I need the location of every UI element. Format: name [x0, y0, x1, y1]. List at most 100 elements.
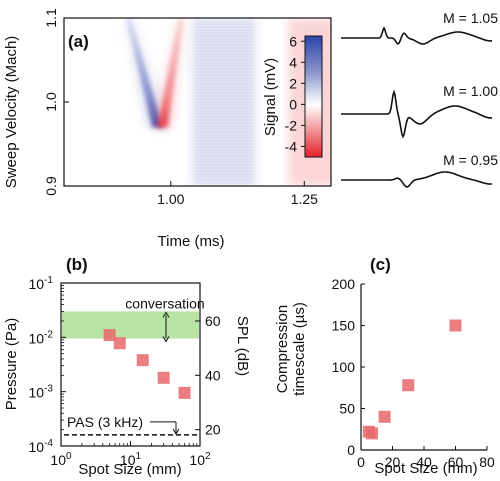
heatmap-x-label: Time (ms)	[158, 233, 225, 250]
waveform-label: M = 0.95	[443, 152, 498, 168]
colorbar-tick-label: -4	[285, 138, 298, 154]
tick-exponent: -3	[44, 384, 53, 395]
colorbar-tick-label: 6	[289, 33, 297, 49]
panel-label-a-bg	[67, 30, 99, 52]
spl-tick-label: 40	[205, 367, 221, 383]
timescale-x-tick-label: 40	[416, 454, 432, 470]
tick-base: 10	[50, 452, 66, 468]
timescale-x-tick-label: 20	[385, 454, 401, 470]
tick-base: 10	[29, 385, 45, 401]
spl-tick-label: 60	[205, 313, 221, 329]
pas-arrow-head	[172, 428, 180, 435]
tick-exponent: -4	[44, 438, 53, 449]
heatmap-y-tick-label: 1.0	[43, 92, 59, 112]
tick-exponent: -2	[44, 329, 53, 340]
timescale-x-label: Spot Size (mm)	[374, 460, 477, 477]
pressure-x-tick-label: 101	[120, 451, 142, 468]
waveform-trace	[341, 26, 493, 45]
colorbar-tick-label: 4	[289, 54, 297, 70]
timescale-y-tick-label: 100	[332, 359, 356, 375]
spl-label: SPL (dB)	[234, 316, 251, 376]
timescale-y-label-line2: timescale (µs)	[291, 302, 308, 396]
waveform-label: M = 1.05	[443, 10, 498, 26]
timescale-x-ticks: 0 20 40 60 80	[357, 446, 495, 470]
timescale-x-tick-label: 80	[479, 454, 495, 470]
pressure-y-tick-label: 10-3	[29, 384, 54, 401]
waveforms: M = 1.05 M = 1.00 M = 0.95	[341, 10, 498, 188]
pressure-point	[103, 329, 116, 342]
tick-exponent: 1	[136, 451, 142, 462]
timescale-point	[366, 427, 379, 440]
timescale-y-label-line1: Compression	[274, 305, 291, 393]
blue-band	[192, 18, 257, 186]
pressure-x-label: Spot Size (mm)	[78, 461, 181, 478]
colorbar-tick-label: -2	[285, 117, 298, 133]
timescale-point	[402, 379, 415, 392]
waveform-label: M = 1.00	[443, 83, 498, 99]
timescale-x-tick-label: 60	[448, 454, 464, 470]
pressure-point	[113, 337, 126, 350]
heatmap	[64, 18, 331, 186]
tick-exponent: -1	[44, 275, 53, 286]
spl-ticks: 60 40 20	[195, 313, 221, 438]
pressure-point	[178, 386, 191, 399]
tick-base: 10	[29, 439, 45, 455]
waveform-trace	[341, 89, 493, 139]
panel-label-a: (a)	[68, 32, 89, 51]
timescale-points	[362, 319, 462, 440]
pressure-x-tick-label: 102	[189, 451, 211, 468]
conversation-band	[62, 311, 199, 339]
pressure-point	[157, 371, 170, 384]
panel-a: 1.00 1.25 0.9 1.0 1.1 Time (ms) Sweep Veloc…	[3, 8, 498, 250]
pressure-y-label: Pressure (Pa)	[3, 318, 20, 411]
pressure-plot-area: conversation PAS (3 kHz)	[62, 295, 205, 436]
timescale-y-tick-label: 200	[332, 276, 356, 292]
pressure-y-ticks: 10-110-210-310-4	[29, 275, 66, 455]
timescale-point	[449, 319, 462, 332]
tick-base: 10	[29, 276, 45, 292]
pressure-x-ticks: 100 101 102	[50, 441, 211, 468]
red-streak-glow	[152, 18, 188, 128]
timescale-x-tick-label: 0	[357, 454, 365, 470]
panel-c: 0 20 40 60 80 0 50 100 150 200 Spot Size (mm) Co…	[274, 255, 495, 477]
conversation-arrow-head	[162, 311, 170, 318]
tick-exponent: 0	[66, 451, 72, 462]
panel-label-b: (b)	[66, 255, 88, 274]
tick-exponent: 2	[205, 451, 211, 462]
colorbar-ticks: 6 4 2 0 -2 -4	[285, 33, 305, 154]
pressure-point	[136, 354, 149, 367]
heatmap-y-tick-label: 0.9	[43, 176, 59, 196]
heatmap-x-ticks: 1.00 1.25	[157, 181, 318, 207]
pressure-y-tick-label: 10-4	[29, 438, 54, 455]
timescale-y-tick-label: 50	[339, 401, 355, 417]
pressure-y-tick-label: 10-2	[29, 329, 54, 346]
timescale-y-ticks: 0 50 100 150 200	[332, 276, 365, 458]
heatmap-x-tick-label: 1.00	[157, 191, 184, 207]
pas-threshold-label: PAS (3 kHz)	[67, 414, 143, 430]
colorbar-label: Signal (mV)	[262, 58, 279, 136]
pressure-y-tick-label: 10-1	[29, 275, 54, 292]
tick-base: 10	[120, 452, 136, 468]
heatmap-x-tick-label: 1.25	[291, 191, 318, 207]
heatmap-y-tick-label: 1.1	[43, 8, 59, 28]
panel-label-c: (c)	[370, 255, 391, 274]
timescale-y-tick-label: 150	[332, 318, 356, 334]
conversation-arrow-head	[162, 336, 170, 343]
tick-base: 10	[189, 452, 205, 468]
tick-base: 10	[29, 330, 45, 346]
timescale-point	[378, 410, 391, 423]
colorbar	[304, 35, 323, 158]
heatmap-y-ticks: 0.9 1.0 1.1	[43, 8, 69, 196]
timescale-y-tick-label: 0	[347, 442, 355, 458]
spl-tick-label: 20	[205, 422, 221, 438]
waveform-trace	[341, 171, 493, 188]
pressure-x-tick-label: 100	[50, 451, 72, 468]
conversation-label: conversation	[125, 295, 204, 311]
heatmap-y-label: Sweep Velocity (Mach)	[3, 36, 20, 189]
colorbar-tick-label: 2	[289, 75, 297, 91]
colorbar-tick-label: 0	[289, 96, 297, 112]
timescale-axes	[360, 284, 487, 451]
blue-streak-glow	[122, 18, 168, 128]
